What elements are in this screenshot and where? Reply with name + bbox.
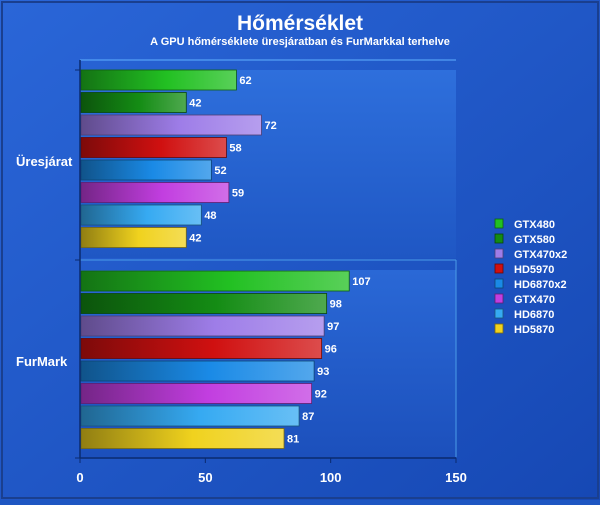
bar xyxy=(80,159,212,181)
x-tick-label: 0 xyxy=(76,470,83,485)
bar xyxy=(80,360,315,382)
category-label: Üresjárat xyxy=(16,154,73,169)
bar xyxy=(80,69,237,91)
bar xyxy=(80,383,313,404)
legend-swatch xyxy=(494,248,504,259)
chart-subtitle: A GPU hőmérséklete üresjáratban és FurMa… xyxy=(150,36,450,48)
bar-value-label: 52 xyxy=(214,165,226,177)
legend-label: HD5870 xyxy=(514,324,554,336)
legend-label: HD6870x2 xyxy=(514,279,567,291)
bar xyxy=(80,293,328,314)
bar xyxy=(80,405,300,427)
legend-swatch xyxy=(494,233,504,244)
bar xyxy=(80,182,230,203)
bar-value-label: 48 xyxy=(204,210,216,222)
bar-value-label: 42 xyxy=(189,98,201,110)
category-label: FurMark xyxy=(16,354,68,369)
legend: GTX480 GTX580 GTX470x2 HD5970 HD6870x2 GTX470… xyxy=(494,218,567,336)
bar-value-label: 59 xyxy=(232,188,244,200)
legend-label: GTX470 xyxy=(514,294,555,306)
x-tick-label: 100 xyxy=(320,470,342,485)
bar xyxy=(80,137,227,158)
legend-label: HD6870 xyxy=(514,309,554,321)
legend-swatch xyxy=(494,323,504,334)
legend-swatch xyxy=(494,263,504,274)
bar xyxy=(80,428,285,449)
bar-value-label: 42 xyxy=(189,233,201,245)
bar-value-label: 96 xyxy=(325,344,337,356)
category-labels: Üresjárat FurMark xyxy=(16,154,73,369)
bar xyxy=(80,204,202,226)
bar-value-label: 92 xyxy=(315,389,327,401)
legend-label: HD5970 xyxy=(514,264,554,276)
bar-value-label: 98 xyxy=(330,299,342,311)
legend-label: GTX580 xyxy=(514,234,555,246)
bar xyxy=(80,92,187,113)
x-tick-label: 150 xyxy=(445,470,467,485)
legend-swatch xyxy=(494,308,504,319)
bar-value-label: 81 xyxy=(287,434,299,446)
bar xyxy=(80,114,262,136)
bar-value-label: 87 xyxy=(302,411,314,423)
bar-value-label: 97 xyxy=(327,321,339,333)
bar xyxy=(80,338,323,359)
bar-value-label: 93 xyxy=(317,366,329,378)
legend-label: GTX470x2 xyxy=(514,249,567,261)
legend-swatch xyxy=(494,293,504,304)
chart-title: Hőmérséklet xyxy=(237,12,363,35)
bar xyxy=(80,227,187,248)
bar-value-label: 107 xyxy=(352,276,370,288)
legend-label: GTX480 xyxy=(514,219,555,231)
bar-value-label: 62 xyxy=(239,75,251,87)
x-tick-label: 50 xyxy=(198,470,212,485)
bar xyxy=(80,270,350,292)
x-axis: 0 50 100 150 xyxy=(75,60,467,485)
bar-value-label: 72 xyxy=(264,120,276,132)
bar xyxy=(80,315,325,337)
legend-swatch xyxy=(494,218,504,229)
legend-swatch xyxy=(494,278,504,289)
bar-value-label: 58 xyxy=(229,143,241,155)
